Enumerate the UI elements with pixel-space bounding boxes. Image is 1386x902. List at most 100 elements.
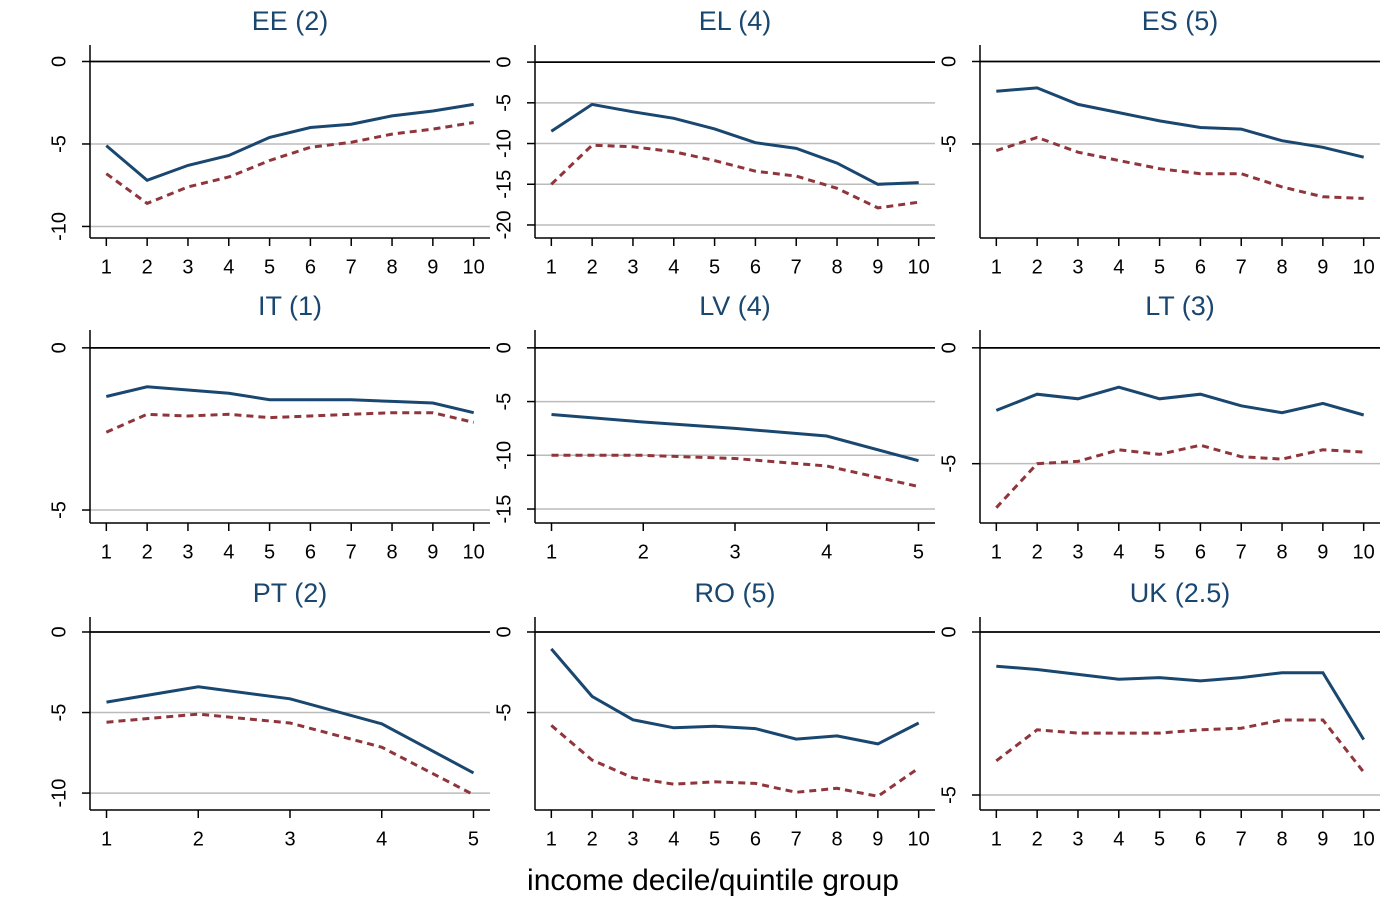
x-tick-label: 1 — [101, 541, 112, 563]
series-line — [995, 443, 1364, 509]
x-tick-label: 8 — [1276, 828, 1287, 850]
panel-title: EE (2) — [252, 6, 329, 36]
x-tick-label: 1 — [546, 828, 557, 850]
panel-title: IT (1) — [258, 291, 322, 321]
panel-title: UK (2.5) — [1130, 578, 1231, 608]
x-tick-label: 3 — [1072, 828, 1083, 850]
panel: LV (4) 0 -5 -10 -15 1 2 3 4 5 — [493, 291, 935, 563]
y-tick-label: -5 — [938, 455, 960, 473]
x-tick-label: 5 — [709, 828, 720, 850]
x-tick-label: 2 — [1032, 256, 1043, 278]
x-tick-label: 10 — [908, 256, 930, 278]
x-tick-label: 5 — [264, 541, 275, 563]
y-tick-label: 0 — [48, 342, 70, 353]
y-tick-label: -5 — [48, 704, 70, 722]
series-line — [550, 143, 919, 210]
series-line — [550, 647, 920, 746]
x-tick-label: 3 — [182, 256, 193, 278]
y-tick-label: 0 — [493, 342, 515, 353]
panel-title: RO (5) — [695, 578, 776, 608]
x-tick-label: 1 — [546, 256, 557, 278]
x-tick-label: 4 — [1113, 541, 1124, 563]
panel-title: LV (4) — [699, 291, 771, 321]
y-tick-label: -5 — [938, 786, 960, 804]
y-tick-label: -5 — [493, 94, 515, 112]
x-tick-label: 7 — [791, 828, 802, 850]
y-tick-label: -10 — [48, 212, 70, 241]
x-tick-label: 2 — [1032, 541, 1043, 563]
x-tick-label: 5 — [709, 256, 720, 278]
series-line — [551, 413, 919, 463]
series-line — [550, 102, 919, 186]
x-tick-label: 3 — [1072, 541, 1083, 563]
x-tick-label: 4 — [821, 541, 832, 563]
x-tick-label: 3 — [729, 541, 740, 563]
panel-title: PT (2) — [253, 578, 328, 608]
series-line — [105, 385, 475, 415]
y-tick-label: -5 — [493, 704, 515, 722]
x-tick-label: 9 — [872, 256, 883, 278]
series-line — [105, 102, 474, 183]
x-tick-label: 2 — [142, 541, 153, 563]
x-tick-label: 3 — [182, 541, 193, 563]
x-tick-label: 9 — [872, 828, 883, 850]
x-tick-label: 4 — [223, 256, 234, 278]
y-tick-label: 0 — [938, 626, 960, 637]
panel: UK (2.5) 0 -5 1 2 3 4 5 6 7 8 9 10 — [938, 578, 1380, 850]
x-tick-label: 9 — [1317, 256, 1328, 278]
x-tick-label: 10 — [1353, 541, 1375, 563]
y-tick-label: 0 — [493, 626, 515, 637]
x-tick-label: 6 — [1195, 256, 1206, 278]
x-tick-label: 1 — [991, 541, 1002, 563]
x-tick-label: 7 — [791, 256, 802, 278]
x-tick-label: 6 — [750, 256, 761, 278]
y-tick-label: 0 — [48, 626, 70, 637]
x-tick-label: 10 — [1353, 256, 1375, 278]
panel-title: ES (5) — [1142, 6, 1219, 36]
series-line — [105, 411, 475, 434]
x-tick-label: 3 — [1072, 256, 1083, 278]
x-tick-label: 7 — [1236, 828, 1247, 850]
series-line — [106, 712, 475, 797]
x-tick-label: 3 — [627, 828, 638, 850]
x-tick-label: 4 — [376, 828, 387, 850]
x-tick-label: 5 — [1154, 828, 1165, 850]
x-tick-label: 10 — [463, 256, 485, 278]
x-tick-label: 5 — [1154, 256, 1165, 278]
x-tick-label: 8 — [386, 541, 397, 563]
x-tick-label: 5 — [264, 256, 275, 278]
x-tick-label: 1 — [101, 828, 112, 850]
x-tick-label: 1 — [101, 256, 112, 278]
x-tick-label: 7 — [346, 256, 357, 278]
panel: ES (5) 0 -5 1 2 3 4 5 6 7 8 9 10 — [938, 6, 1380, 278]
x-tick-label: 2 — [638, 541, 649, 563]
series-line — [996, 664, 1365, 741]
x-tick-label: 4 — [1113, 256, 1124, 278]
x-tick-label: 8 — [831, 828, 842, 850]
x-tick-label: 8 — [386, 256, 397, 278]
x-tick-label: 10 — [1353, 828, 1375, 850]
y-tick-label: -15 — [493, 170, 515, 199]
x-tick-label: 5 — [468, 828, 479, 850]
x-tick-label: 7 — [346, 541, 357, 563]
series-line — [105, 121, 474, 206]
x-tick-label: 1 — [546, 541, 557, 563]
panel: EE (2) 0 -5 -10 1 2 3 4 5 6 7 8 9 10 — [48, 6, 490, 278]
x-tick-label: 6 — [750, 828, 761, 850]
y-tick-label: 0 — [938, 56, 960, 67]
x-tick-label: 3 — [284, 828, 295, 850]
panel-title: EL (4) — [699, 6, 772, 36]
x-tick-label: 1 — [991, 828, 1002, 850]
y-tick-label: -5 — [48, 501, 70, 519]
x-tick-label: 4 — [223, 541, 234, 563]
x-tick-label: 9 — [1317, 541, 1328, 563]
series-line — [996, 86, 1365, 159]
y-tick-label: -5 — [48, 135, 70, 153]
x-tick-label: 9 — [427, 256, 438, 278]
y-tick-label: -10 — [493, 441, 515, 470]
x-tick-label: 7 — [1236, 256, 1247, 278]
panel: LT (3) 0 -5 1 2 3 4 5 6 7 8 9 10 — [938, 291, 1380, 563]
x-tick-label: 1 — [991, 256, 1002, 278]
panel: RO (5) 0 -5 1 2 3 4 5 6 7 8 9 10 — [493, 578, 935, 850]
